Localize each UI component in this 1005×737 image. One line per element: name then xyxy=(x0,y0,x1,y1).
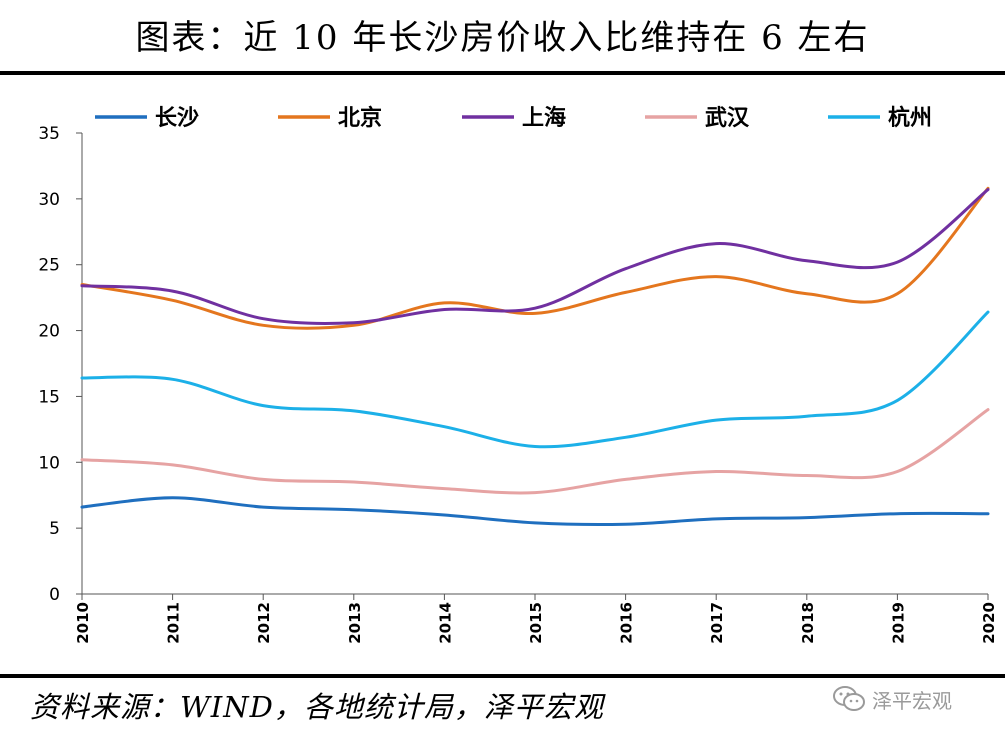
x-tick-label: 2014 xyxy=(436,602,454,644)
x-tick-label: 2017 xyxy=(708,602,726,644)
x-tick-label: 2016 xyxy=(618,602,636,644)
bottom-divider xyxy=(0,674,1005,678)
legend-label: 上海 xyxy=(522,105,566,131)
series-lines xyxy=(80,186,990,527)
wechat-icon xyxy=(833,686,865,711)
watermark: 泽平宏观 xyxy=(832,684,952,714)
legend: 长沙 北京 上海 武汉 杭州 xyxy=(95,105,932,131)
legend-label: 杭州 xyxy=(888,105,932,131)
y-tick-label: 10 xyxy=(38,453,60,473)
series-line-4 xyxy=(80,408,990,495)
series-line-3 xyxy=(80,188,990,325)
series-line-5 xyxy=(80,310,990,449)
x-tick-label: 2011 xyxy=(165,602,183,644)
chart-title: 图表：近 10 年长沙房价收入比维持在 6 左右 xyxy=(135,18,870,58)
x-tick-label: 2018 xyxy=(799,602,817,644)
x-tick-label: 2015 xyxy=(527,602,545,644)
legend-label: 长沙 xyxy=(155,106,199,131)
x-tick-label: 2010 xyxy=(74,602,92,644)
axes: 0 5 10 15 20 25 30 35 2010 2011 2012 2013 2014 2015 20… xyxy=(38,124,998,644)
legend-label: 武汉 xyxy=(705,106,750,131)
y-tick-label: 25 xyxy=(38,256,60,276)
y-tick-label: 15 xyxy=(38,387,60,407)
top-divider xyxy=(0,71,1005,75)
series-line-2 xyxy=(80,186,990,330)
y-tick-label: 20 xyxy=(38,322,60,342)
y-tick-label: 5 xyxy=(49,519,60,539)
y-tick-label: 30 xyxy=(38,190,60,210)
y-tick-label: 0 xyxy=(49,585,60,605)
x-tick-label: 2019 xyxy=(889,602,907,644)
watermark-text: 泽平宏观 xyxy=(872,688,952,713)
series-line-1 xyxy=(80,496,990,527)
source-note: 资料来源：WIND，各地统计局，泽平宏观 xyxy=(30,690,604,724)
x-tick-label: 2012 xyxy=(255,602,273,644)
legend-label: 北京 xyxy=(338,105,382,131)
x-tick-label: 2013 xyxy=(346,602,364,644)
x-tick-label: 2020 xyxy=(980,602,998,644)
y-tick-label: 35 xyxy=(38,124,60,144)
